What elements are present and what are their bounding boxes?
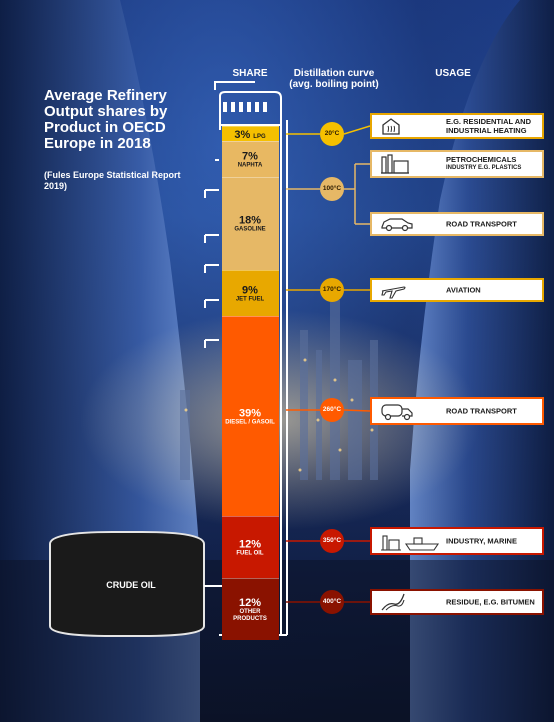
temperature-badge: 170°C xyxy=(320,278,344,302)
usage-box: E.G. RESIDENTIAL AND INDUSTRIAL HEATING xyxy=(370,113,544,139)
segment-label: 9% JET FUEL xyxy=(222,284,278,303)
segment-percent: 12% xyxy=(238,596,262,609)
segment-label: 12% FUEL OIL xyxy=(222,538,278,557)
house-icon xyxy=(380,117,402,135)
share-segment-other-products: 12% OTHER PRODUCTS xyxy=(222,578,279,640)
usage-title: PETROCHEMICALS xyxy=(446,155,517,164)
airplane-icon xyxy=(380,281,406,299)
usage-label: PETROCHEMICALS INDUSTRY E.G. PLASTICS xyxy=(446,155,521,173)
share-segment-fuel-oil: 12% FUEL OIL xyxy=(222,516,279,578)
factory-icon xyxy=(380,153,410,175)
usage-label: ROAD TRANSPORT xyxy=(446,407,517,416)
usage-subtitle: INDUSTRIAL HEATING xyxy=(446,126,527,135)
segment-product: GASOLINE xyxy=(234,226,266,233)
usage-title: RESIDUE, E.G. BITUMEN xyxy=(446,597,535,607)
segment-product: LPG xyxy=(253,134,266,140)
usage-title: INDUSTRY, MARINE xyxy=(446,536,517,546)
crude-oil-tank xyxy=(49,531,222,637)
distillation-tower xyxy=(204,81,288,636)
connector-line xyxy=(343,409,371,412)
segment-percent: 3% xyxy=(234,129,251,141)
share-header: SHARE xyxy=(232,68,268,79)
temperature-badge: 100°C xyxy=(320,177,344,201)
usage-label: INDUSTRY, MARINE xyxy=(446,537,517,546)
usage-header: USAGE xyxy=(435,68,471,79)
usage-box: ROAD TRANSPORT xyxy=(370,397,544,425)
segment-label: 12% OTHER PRODUCTS xyxy=(222,597,278,623)
page-title: Average Refinery Output shares by Produc… xyxy=(44,87,168,152)
usage-box: INDUSTRY, MARINE xyxy=(370,527,544,555)
ship-icon xyxy=(380,530,442,552)
segment-product: JET FUEL xyxy=(235,296,265,302)
segment-percent: 18% xyxy=(238,214,262,227)
share-segment-gasoline: 18% GASOLINE xyxy=(222,177,279,270)
segment-label: 39% DIESEL / GASOIL xyxy=(222,407,278,426)
segment-percent: 39% xyxy=(238,407,262,419)
segment-product: DIESEL / GASOIL xyxy=(225,419,275,425)
usage-label: E.G. RESIDENTIAL AND INDUSTRIAL HEATING xyxy=(446,117,531,135)
temperature-badge: 260°C xyxy=(320,398,344,422)
segment-product: FUEL OIL xyxy=(236,550,264,556)
crude-oil-label: CRUDE OIL xyxy=(106,580,156,590)
share-segment-diesel-gasoil: 39% DIESEL / GASOIL xyxy=(222,316,279,516)
usage-label: ROAD TRANSPORT xyxy=(446,220,517,229)
temperature-badge: 400°C xyxy=(320,590,344,614)
temperature-badge: 20°C xyxy=(320,122,344,146)
segment-product: NAPHTA xyxy=(237,162,263,168)
temperature-badge: 350°C xyxy=(320,529,344,553)
share-segment-naphta: 7% NAPHTA xyxy=(222,141,279,177)
source-note: (Fules Europe Statistical Report 2019) xyxy=(44,170,181,191)
connector-line xyxy=(343,125,371,135)
usage-box: AVIATION xyxy=(370,278,544,302)
usage-label: AVIATION xyxy=(446,286,481,295)
usage-box: RESIDUE, E.G. BITUMEN xyxy=(370,589,544,615)
segment-product: OTHER PRODUCTS xyxy=(233,608,267,622)
distillation-header: Distillation curve xyxy=(293,68,375,79)
share-column: 3% LPG 7% NAPHTA 18% GASOLINE 9% JET FUEL 39% DIE… xyxy=(222,126,279,640)
car-icon xyxy=(380,216,414,232)
road-icon xyxy=(380,592,406,612)
usage-subtitle: INDUSTRY E.G. PLASTICS xyxy=(446,165,522,171)
segment-percent: 12% xyxy=(238,538,262,550)
usage-label: RESIDUE, E.G. BITUMEN xyxy=(446,598,535,607)
share-segment-lpg: 3% LPG xyxy=(222,126,279,141)
share-segment-jet-fuel: 9% JET FUEL xyxy=(222,270,279,316)
usage-box: PETROCHEMICALS INDUSTRY E.G. PLASTICS xyxy=(370,150,544,178)
usage-title: ROAD TRANSPORT xyxy=(446,219,517,229)
segment-label: 7% NAPHTA xyxy=(222,150,278,169)
truck-icon xyxy=(380,401,414,421)
segment-label: 18% GASOLINE xyxy=(222,215,278,234)
usage-title: AVIATION xyxy=(446,285,481,295)
distillation-subheader: (avg. boiling point) xyxy=(289,79,379,90)
usage-title: E.G. RESIDENTIAL AND xyxy=(446,117,532,126)
usage-title: ROAD TRANSPORT xyxy=(446,406,517,416)
usage-box: ROAD TRANSPORT xyxy=(370,212,544,236)
segment-percent: 9% xyxy=(242,284,258,296)
segment-percent: 7% xyxy=(242,150,258,162)
segment-label: 3% LPG xyxy=(222,125,278,143)
